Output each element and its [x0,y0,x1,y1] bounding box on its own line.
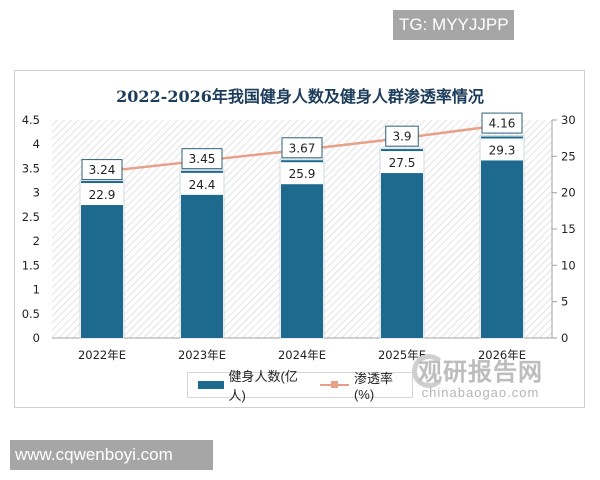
left-tick-label: 1 [33,283,40,297]
x-category-label: 2022年E [78,348,126,362]
chart-title: 2022-2026年我国健身人数及健身人群渗透率情况 [116,87,484,106]
line-value-label: 27.5 [389,156,416,170]
right-tick-label: 15 [561,222,576,236]
data-labels: 3.24 3.45 3.67 3.9 4.16 22.9 24.4 25.9 27.5 29.3 [81,112,523,206]
line-value-label: 24.4 [189,178,216,192]
bar-series [79,134,525,339]
bar-value-label: 3.24 [89,163,116,177]
brand-cn: 观研报告网 [418,359,543,386]
bar-value-label: 4.16 [489,117,516,131]
watermark-bottom: www.cqwenboyi.com [10,440,213,470]
bar-value-label: 3.67 [289,141,316,155]
right-tick-label: 30 [561,113,576,127]
left-tick-label: 4.5 [22,113,40,127]
legend: 健身人数(亿人) 渗透率(%) [187,369,413,403]
right-tick-label: 20 [561,186,576,200]
legend-bar-label: 健身人数(亿人) [228,369,298,403]
left-tick-label: 3.5 [22,161,40,175]
bar-value-label-box [481,112,523,134]
bar [281,160,323,338]
left-tick-label: 0.5 [22,307,40,321]
bar [181,170,223,338]
bar-swatch-icon [198,381,224,389]
legend-line-label: 渗透率(%) [353,371,393,402]
bar-value-label-box [181,148,223,170]
bar-value-label-box [81,159,123,181]
bar-value-label: 3.45 [189,152,216,166]
brand-watermark: 观研报告网 chinabaogao.com [418,352,543,400]
right-tick-label: 0 [561,331,568,345]
left-tick-label: 3 [33,186,40,200]
x-category-label: 2025年E [378,348,426,362]
line-value-label: 29.3 [489,143,516,157]
bar [81,181,123,338]
watermark-top: TG: MYYJJPP [393,10,514,40]
line-value-label: 22.9 [89,188,116,202]
x-category-label: 2026年E [478,348,526,362]
right-tick-label: 25 [561,149,576,163]
x-category-label: 2024年E [278,348,326,362]
line-value-label: 25.9 [289,167,316,181]
bar-value-label-box [281,137,323,159]
line-marker-icon [319,380,350,390]
bar-value-label: 3.9 [392,130,411,144]
x-category-label: 2023年E [178,348,226,362]
right-tick-label: 10 [561,258,576,272]
brand-en: chinabaogao.com [421,385,540,400]
left-tick-label: 2.5 [22,210,40,224]
left-tick-label: 2 [33,234,40,248]
left-tick-label: 1.5 [22,258,40,272]
bar [381,149,423,338]
legend-item-line: 渗透率(%) [319,368,412,402]
bar [481,136,523,338]
left-tick-label: 4 [33,137,40,151]
legend-item-bar: 健身人数(亿人) [198,366,314,404]
left-tick-label: 0 [33,331,40,345]
bar-value-label-box [385,125,419,147]
brand-logo-icon [412,354,446,388]
left-axis-ticks: 0 0.5 1 1.5 2 2.5 3 3.5 4 4.5 [22,113,40,345]
x-axis-categories: 2022年E 2023年E 2024年E 2025年E 2026年E [78,348,526,362]
right-tick-label: 5 [561,295,568,309]
right-axis-ticks: 0 5 10 15 20 25 30 [552,113,576,345]
